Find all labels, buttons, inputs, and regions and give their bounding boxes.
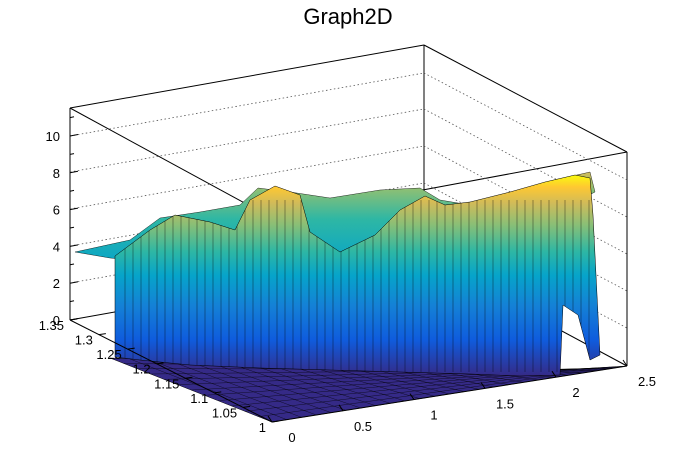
floor-mesh-line [259,361,391,404]
z-tick-label: 6 [53,203,60,218]
z-minor-tick [69,153,75,155]
y-tick [271,420,280,423]
y-tick [156,362,164,365]
y-tick-label: 1.1 [190,391,208,406]
x-tick [622,359,628,367]
y-tick [98,333,106,336]
z-tick-label: 2 [53,276,60,291]
z-tick-label: 10 [46,129,60,144]
z-minor-tick [69,116,75,119]
z-tick-label: 4 [53,239,60,254]
chart-title: Graph2D [303,4,393,29]
x-tick [480,382,486,389]
y-tick-label: 1.35 [39,318,64,333]
x-tick [551,370,557,378]
floor-mesh-line [203,360,347,411]
z-tick [69,170,79,174]
floor-mesh [123,358,622,420]
axis-box-front [69,319,628,423]
y-tick-label: 1.3 [75,333,93,348]
z-minor-tick [69,300,75,303]
y-tick [214,391,222,394]
x-tick-label: 1.5 [496,396,514,411]
y-tick [127,347,135,350]
z-tick [69,281,79,284]
z-minor-tick [69,226,75,229]
x-tick-label: 2.5 [638,374,656,389]
floor-mesh-line [184,359,332,413]
floor-mesh-line [222,360,361,409]
z-tick-label: 8 [53,166,60,181]
x-tick-label: 1 [430,408,437,423]
z-axis: 0 2 4 6 8 10 [46,116,79,328]
x-axis: 0 0.5 1 1.5 2 2.5 [267,359,656,445]
y-tick-label: 1.05 [212,405,237,420]
y-tick-label: 1.15 [154,376,179,391]
z-tick-label: 0 [53,313,60,328]
y-tick-label: 1 [259,420,266,435]
z-minor-tick [69,189,75,192]
floor-mesh-line [166,359,317,416]
x-tick-label: 2 [572,385,579,400]
y-tick [185,376,193,379]
y-tick [243,405,251,408]
x-tick [338,404,344,412]
y-tick-label: 1.2 [132,362,150,377]
z-tick [69,134,79,137]
x-tick [409,393,415,400]
z-tick [69,244,79,247]
z-minor-tick [69,263,75,266]
floor-mesh-line [241,361,376,406]
z-tick [69,207,79,211]
floor-mesh-line [147,358,302,418]
y-tick-label: 1.25 [96,347,121,362]
y-axis: 1 1.05 1.1 1.15 1.2 1.251.3 1.35 [39,318,280,435]
x-tick-label: 0.5 [354,419,372,434]
y-tick [69,318,78,321]
x-tick-label: 0 [288,430,295,445]
x-tick [267,415,273,423]
